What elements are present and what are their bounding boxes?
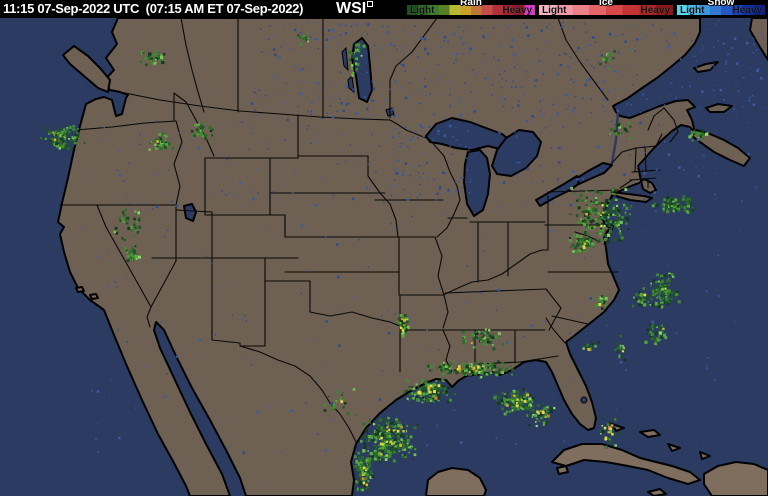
jamaica xyxy=(647,488,667,496)
cuba xyxy=(551,443,701,485)
legend-snow-heavy: Heavy xyxy=(732,5,762,16)
legend-snow-bar xyxy=(676,4,766,16)
great-salt-lake xyxy=(183,203,197,222)
wsi-logo: WSI xyxy=(336,0,374,18)
wsi-degree-mark xyxy=(367,1,374,7)
islands xyxy=(62,18,768,496)
small-lake-dots xyxy=(80,20,765,454)
legend-ice-bar xyxy=(538,4,674,16)
channel-islands xyxy=(75,286,99,300)
timestamp: 11:15 07-Sep-2022 UTC (07:15 AM ET 07-Se… xyxy=(3,1,304,16)
lake-manitoba xyxy=(347,74,355,94)
isle-of-youth xyxy=(556,465,569,475)
prince-edward-island xyxy=(705,103,733,113)
legend-snow-title: Snow xyxy=(707,0,735,8)
state-borders xyxy=(59,18,679,443)
hispaniola xyxy=(703,461,768,496)
lake-michigan xyxy=(463,149,491,217)
legend-snow-light: Light xyxy=(680,5,705,16)
st-lawrence-river xyxy=(610,110,620,165)
bahamas-4 xyxy=(699,451,711,460)
lake-winnipegosis xyxy=(341,46,349,72)
radar-echoes xyxy=(40,32,710,492)
lake-okeechobee xyxy=(580,396,588,404)
long-island xyxy=(611,191,653,203)
legend-rain-title: Rain xyxy=(460,0,482,8)
radar-map xyxy=(0,18,768,496)
legend-rain-bar xyxy=(406,4,536,16)
legend-rain-heavy: Heavy xyxy=(502,5,532,16)
legend-ice-heavy: Heavy xyxy=(640,5,670,16)
bahamas-2 xyxy=(639,429,661,438)
map-canvas xyxy=(0,18,768,496)
newfoundland-corner xyxy=(749,18,768,61)
legend-snow: Snow Light Heavy xyxy=(676,0,766,18)
legend-rain-light: Light xyxy=(410,5,435,16)
yucatan-peninsula xyxy=(425,467,487,496)
bahamas-3 xyxy=(667,443,681,452)
vancouver-island xyxy=(62,45,111,93)
lake-ontario xyxy=(576,162,613,185)
legend-rain: Rain Light Heavy xyxy=(406,0,536,18)
lake-huron xyxy=(491,129,542,177)
legend-ice-title: Ice xyxy=(599,0,613,8)
header-bar: 11:15 07-Sep-2022 UTC (07:15 AM ET 07-Se… xyxy=(0,0,768,18)
legend-ice: Ice Light Heavy xyxy=(538,0,674,18)
legend-ice-light: Light xyxy=(542,5,567,16)
